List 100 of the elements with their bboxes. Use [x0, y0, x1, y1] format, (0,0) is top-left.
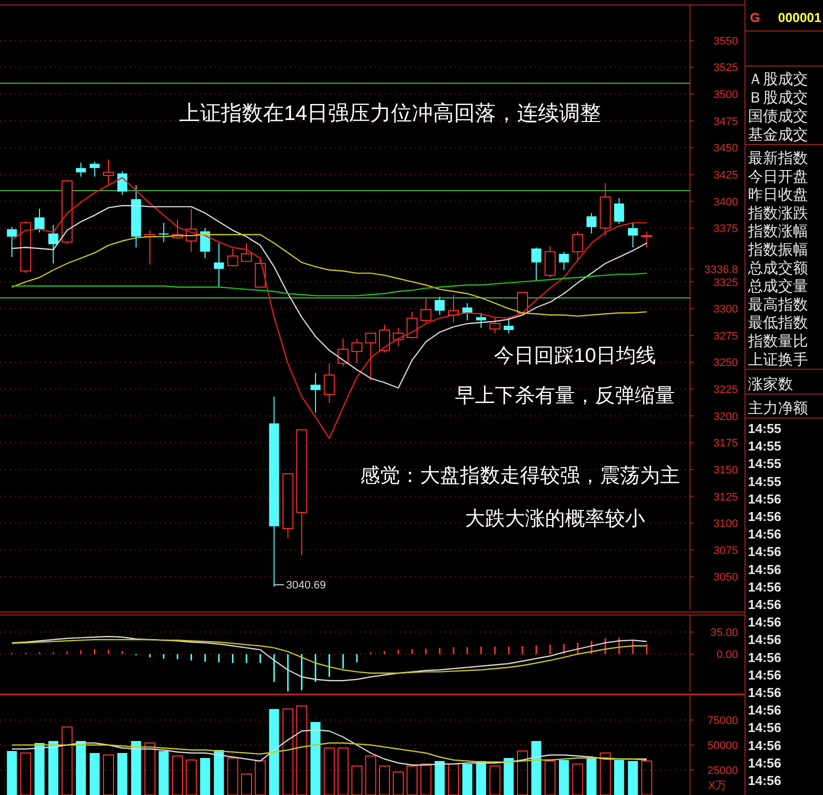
text: Ｂ股成交 — [748, 90, 808, 106]
bar — [62, 726, 73, 795]
line-series — [11, 272, 648, 296]
y-tick-label: 75000 — [707, 715, 738, 727]
y-tick-label: 3375 — [714, 223, 738, 236]
bar — [158, 751, 169, 795]
text: 最高指数 — [748, 296, 808, 314]
annotation: 大跌大涨的概率较小 — [465, 508, 645, 530]
y-tick-label: 3175 — [714, 438, 738, 450]
text: 涨家数 — [748, 376, 793, 393]
bar — [572, 764, 584, 795]
bar — [144, 742, 156, 795]
candlestick — [558, 251, 569, 270]
text: 000001 — [778, 10, 822, 25]
y-tick-label: 3150 — [714, 464, 738, 476]
text: 14:56 — [748, 773, 782, 788]
candlestick — [324, 362, 335, 404]
bar — [600, 752, 611, 795]
line-series — [11, 742, 648, 763]
candlestick — [614, 198, 624, 224]
bar — [544, 760, 556, 795]
candlestick — [586, 212, 596, 234]
bar — [379, 766, 390, 795]
y-tick-label: 3250 — [714, 357, 738, 370]
text: 14:56 — [748, 597, 782, 612]
bar — [117, 753, 128, 795]
y-tick-label: 25000 — [707, 765, 738, 777]
text: 14:56 — [748, 491, 782, 506]
bar — [227, 758, 238, 795]
bar — [20, 752, 32, 795]
bar — [241, 774, 252, 795]
y-tick-label: 3475 — [714, 116, 738, 128]
annotation: 3040.69 — [286, 580, 326, 592]
bar — [517, 750, 528, 795]
bar — [48, 741, 58, 795]
bar — [200, 758, 210, 795]
bar — [351, 766, 362, 795]
y-tick-label: 3275 — [714, 330, 738, 342]
y-tick-label: 3336.8 — [704, 264, 738, 276]
bar — [214, 750, 224, 795]
text: 14:56 — [748, 720, 782, 736]
bar — [392, 772, 404, 795]
y-tick-label: 3125 — [714, 491, 738, 504]
annotation: 早上下杀有量，反弹缩量 — [455, 385, 675, 407]
text: 基金成交 — [748, 126, 808, 144]
text: 总成交额 — [747, 260, 808, 277]
candlestick — [351, 338, 362, 364]
candlestick — [310, 372, 320, 414]
line-series — [11, 639, 648, 674]
text: 昨日收盘 — [748, 186, 808, 204]
text: 14:56 — [748, 509, 782, 524]
y-tick-label: 3300 — [714, 304, 738, 316]
text: 14:55 — [748, 474, 782, 489]
bar — [338, 748, 349, 795]
bar — [406, 766, 418, 795]
text: 14:56 — [748, 526, 782, 542]
text: 14:55 — [748, 438, 782, 454]
bar — [34, 743, 44, 795]
y-tick-label: 3050 — [714, 572, 738, 584]
annotation: 感觉：大盘指数走得较强，震荡为主 — [360, 464, 680, 487]
bar — [269, 709, 280, 795]
y-tick-label: 3100 — [714, 518, 738, 530]
bar — [76, 741, 86, 795]
text: 最新指数 — [748, 150, 808, 167]
text: 最低指数 — [748, 314, 808, 332]
bar — [365, 756, 376, 795]
text: 14:56 — [748, 614, 782, 630]
text: 14:55 — [748, 456, 782, 472]
bar — [462, 764, 472, 795]
text: 国债成交 — [748, 108, 808, 125]
y-tick-label: 3500 — [714, 89, 738, 102]
text: 主力净额 — [748, 400, 808, 417]
bar — [489, 766, 500, 795]
candlestick — [214, 242, 224, 288]
text: G — [750, 10, 760, 25]
y-tick-label: 3325 — [714, 276, 738, 289]
y-tick-label: 3550 — [714, 35, 738, 48]
text: 14:56 — [748, 579, 782, 594]
line-series — [11, 729, 648, 766]
y-tick-label: 35.00 — [710, 627, 738, 640]
y-tick-label: 3525 — [714, 62, 738, 74]
bar — [586, 758, 596, 795]
bar — [296, 706, 308, 795]
candlestick — [131, 184, 142, 248]
bar — [504, 758, 514, 795]
text: 指数振幅 — [747, 242, 808, 258]
y-tick-label: 3075 — [714, 544, 738, 557]
text: 14:56 — [748, 650, 782, 665]
bar — [434, 761, 445, 795]
bar — [628, 761, 638, 795]
text: 指数涨跌 — [747, 204, 808, 222]
candlestick — [531, 246, 542, 282]
y-tick-label: 3425 — [714, 169, 738, 182]
text: 14:56 — [748, 755, 782, 770]
bar — [448, 764, 459, 795]
text: Ａ股成交 — [748, 71, 808, 88]
y-tick-label: 3225 — [714, 384, 738, 396]
bar — [310, 722, 320, 795]
text: 14:56 — [748, 544, 782, 560]
candlestick — [90, 161, 100, 178]
